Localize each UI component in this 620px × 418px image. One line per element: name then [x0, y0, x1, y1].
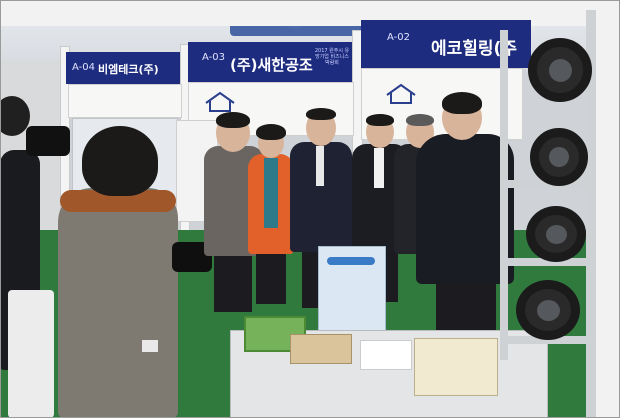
snack-tray: [290, 334, 352, 364]
booth-code: A-04: [72, 62, 95, 73]
trousers: [256, 254, 286, 304]
hair: [406, 114, 434, 126]
booth-sign-a03: A-03 (주)새한공조 2017 원주시 유망기업 비즈니스 박람회: [188, 42, 352, 82]
trousers: [214, 256, 252, 312]
hair: [306, 108, 336, 120]
tire-product: [526, 206, 586, 262]
booth-code: A-03: [202, 52, 225, 63]
badge: [142, 340, 158, 352]
booth-sign-subtext: 2017 원주시 유망기업 비즈니스 박람회: [314, 48, 350, 66]
hair: [442, 92, 482, 114]
shirt: [316, 146, 324, 186]
grey-coat: [58, 188, 178, 418]
booth-sign-a04: A-04 비엠테크(주): [66, 52, 180, 84]
shelf-post: [500, 30, 508, 360]
brochure-stand: [318, 246, 386, 338]
booth-company-name: 에코힐링(주: [431, 39, 517, 59]
camera-icon: [26, 126, 70, 156]
hair: [82, 126, 158, 196]
house-logo-icon: [386, 83, 416, 104]
shelf-post: [586, 10, 596, 418]
booklet-stack: [414, 338, 498, 396]
hair: [256, 124, 286, 140]
shelf-board: [508, 258, 588, 266]
hair: [216, 112, 250, 128]
brochure-stripe: [327, 257, 375, 265]
woman-photographer: [44, 124, 214, 418]
booth-back-panel: [68, 84, 182, 118]
woman-orange-coat: [246, 124, 296, 304]
suit: [416, 134, 514, 284]
head: [0, 96, 30, 136]
tire-product: [516, 280, 580, 340]
scarf: [60, 190, 176, 212]
white-stand: [8, 290, 54, 418]
booth-company-name: 비엠테크(주): [98, 63, 159, 76]
right-pillar: [596, 0, 620, 418]
house-logo-icon: [205, 91, 235, 112]
shirt: [374, 148, 384, 188]
hair: [366, 114, 394, 126]
booth-company-name: (주)새한공조: [230, 56, 313, 74]
booth-code: A-02: [387, 32, 410, 43]
scarf: [264, 158, 278, 228]
tire-product: [530, 128, 588, 186]
tire-product: [528, 38, 592, 102]
paper-sheet: [360, 340, 412, 370]
shelf-board: [508, 336, 588, 344]
